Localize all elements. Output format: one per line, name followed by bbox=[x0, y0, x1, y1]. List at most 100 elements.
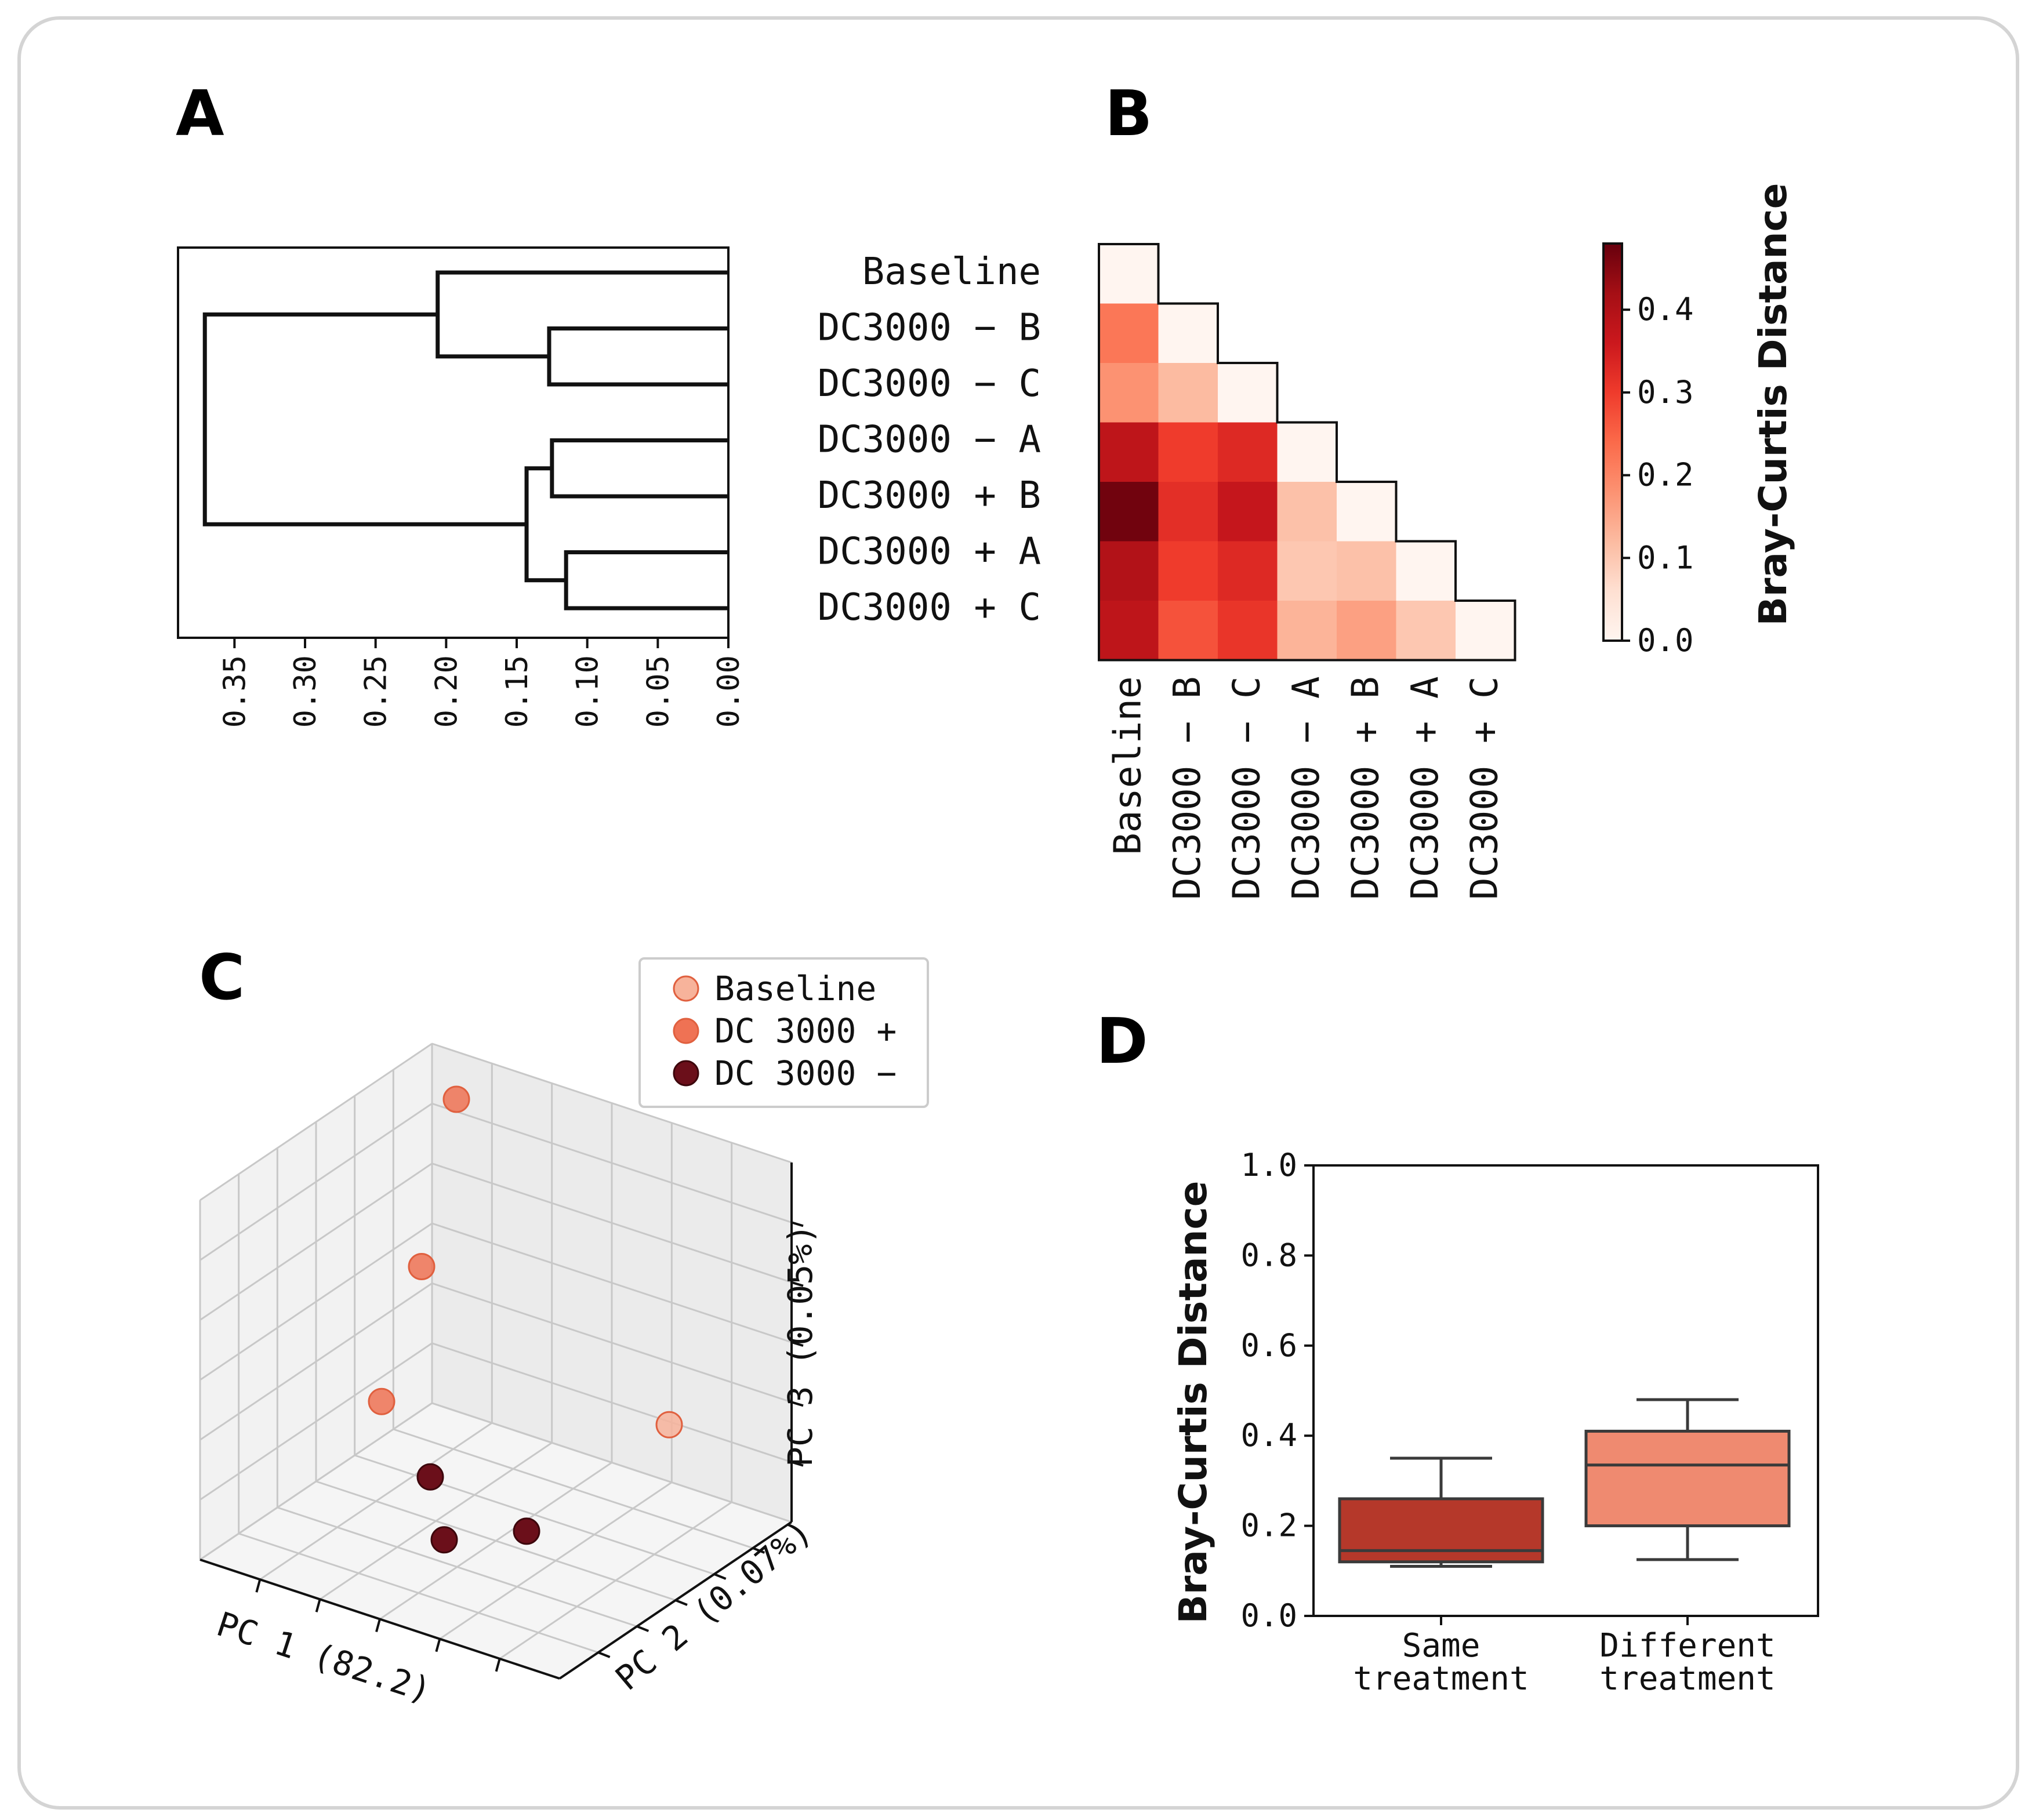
heatmap-cell bbox=[1218, 482, 1278, 542]
legend-label: DC 3000 − bbox=[714, 1054, 897, 1093]
grid-line bbox=[199, 1042, 433, 1201]
dendrogram-leaf-label: DC3000 + A bbox=[818, 531, 1041, 573]
heatmap-cell bbox=[1099, 244, 1159, 304]
colorbar-tick-label: 0.4 bbox=[1637, 291, 1694, 328]
heatmap-cell bbox=[1277, 541, 1337, 601]
dendrogram-leaf-label: DC3000 − A bbox=[818, 419, 1041, 462]
boxplot-y-tick-label: 0.8 bbox=[1240, 1237, 1297, 1273]
dendrogram-panel: 0.35 0.30 0.25 0.20 0.15 0.10 0.05 0.00 Baseline… bbox=[177, 246, 1041, 728]
heatmap-cell bbox=[1099, 363, 1159, 423]
boxplot-x-tick-label: treatment bbox=[1353, 1660, 1529, 1698]
dendrogram-leaf-label: DC3000 + C bbox=[818, 586, 1041, 629]
heatmap-cell bbox=[1158, 482, 1218, 542]
boxplot-y-tick-label: 0.2 bbox=[1240, 1507, 1297, 1544]
heatmap-column-label: DC3000 + C bbox=[1463, 677, 1506, 900]
boxplot-y-label: Bray-Curtis Distance bbox=[1171, 1181, 1215, 1624]
axis-tick bbox=[791, 1461, 804, 1467]
heatmap-outline bbox=[1098, 243, 1516, 662]
heatmap-cell bbox=[1099, 601, 1159, 660]
axis-tick bbox=[713, 1573, 727, 1580]
boxplot-x-tick-label: Different bbox=[1599, 1627, 1775, 1665]
dendrogram-x-tick-label: 0.30 bbox=[288, 655, 323, 728]
axis-tick bbox=[255, 1579, 262, 1593]
heatmap-cell bbox=[1337, 482, 1396, 542]
dendrogram-axes-frame bbox=[177, 246, 730, 639]
axis-tick bbox=[791, 1341, 804, 1347]
legend-marker bbox=[673, 975, 699, 1002]
legend-box bbox=[638, 957, 929, 1108]
heatmap-column-label: DC3000 + A bbox=[1404, 677, 1447, 900]
grid-line bbox=[431, 1402, 792, 1523]
legend-label: DC 3000 + bbox=[714, 1011, 897, 1051]
heatmap-panel: Baseline DC3000 − B DC3000 − C DC3000 − A DC… bbox=[1098, 183, 1795, 900]
boxplot-x-tick-label: Same bbox=[1402, 1627, 1481, 1665]
heatmap-column-label: DC3000 − A bbox=[1285, 677, 1328, 900]
heatmap-cell bbox=[1158, 422, 1218, 482]
grid-line bbox=[431, 1102, 792, 1223]
heatmap-cell bbox=[1396, 601, 1456, 660]
boxplot-x-tick-label: treatment bbox=[1599, 1660, 1775, 1698]
dendrogram-x-tick-label: 0.15 bbox=[500, 655, 535, 728]
boxplot-y-tick-label: 0.0 bbox=[1240, 1597, 1297, 1634]
grid-line bbox=[431, 1042, 792, 1164]
heatmap-cell bbox=[1158, 363, 1218, 423]
heatmap-cell bbox=[1158, 601, 1218, 660]
dendrogram-x-tick-label: 0.25 bbox=[359, 655, 394, 728]
grid-line bbox=[199, 1103, 433, 1261]
axis-label-pc3: PC 3 (0.05%) bbox=[781, 1224, 820, 1467]
scatter-point bbox=[442, 1085, 470, 1113]
scatter-point bbox=[655, 1411, 683, 1438]
grid-line bbox=[393, 1428, 753, 1549]
boxplot-box bbox=[1338, 1497, 1544, 1564]
panel-label-c: C bbox=[199, 942, 245, 1014]
axis-tick bbox=[495, 1658, 501, 1672]
heatmap-cell bbox=[1456, 601, 1515, 660]
colorbar-tick-label: 0.2 bbox=[1637, 457, 1694, 493]
heatmap-cell bbox=[1277, 422, 1337, 482]
boxplot-y-tick-label: 0.4 bbox=[1240, 1417, 1297, 1454]
boxplot-y-tick-label: 1.0 bbox=[1240, 1147, 1297, 1183]
heatmap-cell bbox=[1099, 482, 1159, 542]
colorbar-tick-label: 0.3 bbox=[1637, 374, 1694, 411]
heatmap-cell bbox=[1218, 541, 1278, 601]
heatmap-cell bbox=[1337, 541, 1396, 601]
dendrogram-leaf-label: DC3000 − C bbox=[818, 362, 1041, 405]
legend-marker bbox=[673, 1018, 699, 1044]
legend-label: Baseline bbox=[714, 969, 876, 1008]
dendrogram-x-tick-label: 0.05 bbox=[641, 655, 676, 728]
heatmap-column-label: DC3000 − B bbox=[1166, 677, 1209, 900]
scatter-point bbox=[368, 1387, 395, 1415]
heatmap-cell bbox=[1277, 482, 1337, 542]
heatmap-cell bbox=[1099, 541, 1159, 601]
axis-tick bbox=[315, 1599, 321, 1612]
axis-tick bbox=[375, 1618, 381, 1633]
heatmap-cell bbox=[1218, 601, 1278, 660]
panel-label-a: A bbox=[176, 78, 224, 150]
dendrogram-leaf-label: DC3000 − B bbox=[818, 307, 1041, 350]
dendrogram-x-tick-label: 0.20 bbox=[429, 655, 464, 728]
dendrogram-leaf-label: Baseline bbox=[862, 250, 1041, 293]
heatmap-column-label: Baseline bbox=[1106, 677, 1149, 855]
heatmap-cell bbox=[1099, 422, 1159, 482]
heatmap-cell bbox=[1337, 601, 1396, 660]
colorbar-label: Bray-Curtis Distance bbox=[1751, 183, 1795, 626]
heatmap-cell bbox=[1218, 422, 1278, 482]
scatter-point bbox=[408, 1253, 436, 1280]
dendrogram-leaf-label: DC3000 + B bbox=[818, 474, 1041, 517]
boxplot-y-tick-label: 0.6 bbox=[1240, 1327, 1297, 1364]
dendrogram-x-tick-label: 0.10 bbox=[571, 655, 605, 728]
heatmap-cell bbox=[1277, 601, 1337, 660]
axis-tick bbox=[636, 1625, 649, 1632]
boxplot-panel: 0.0 0.2 0.4 0.6 0.8 1.0 Bray-Curtis Distance Sa… bbox=[1171, 1147, 1819, 1698]
dendrogram-x-tick-label: 0.35 bbox=[217, 655, 252, 728]
scatter-point bbox=[513, 1517, 540, 1545]
heatmap-cell bbox=[1158, 303, 1218, 363]
axis-tick bbox=[791, 1221, 804, 1227]
panel-label-b: B bbox=[1105, 78, 1152, 150]
axis-tick bbox=[675, 1599, 688, 1606]
axis-tick bbox=[597, 1651, 611, 1658]
boxplot-box bbox=[1584, 1429, 1791, 1528]
panel-label-d: D bbox=[1096, 1005, 1148, 1078]
heatmap-cell bbox=[1218, 363, 1278, 423]
heatmap-column-label: DC3000 + B bbox=[1344, 677, 1387, 900]
